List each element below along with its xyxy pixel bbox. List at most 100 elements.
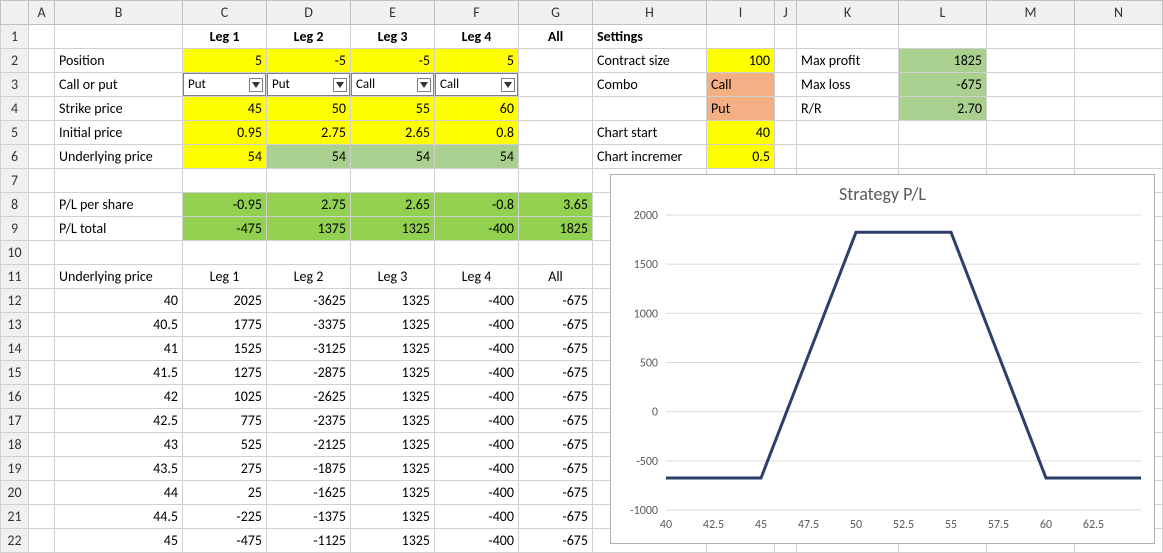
row-header-14[interactable]: 14 [1, 337, 29, 361]
row-header-5[interactable]: 5 [1, 121, 29, 145]
col-header-K[interactable]: K [797, 1, 899, 25]
cell-B10[interactable] [55, 241, 183, 265]
cell-A15[interactable] [29, 361, 55, 385]
cell-A2[interactable] [29, 49, 55, 73]
cell-D12[interactable]: -3625 [267, 289, 351, 313]
col-header-L[interactable]: L [899, 1, 987, 25]
cell-K6[interactable] [797, 145, 899, 169]
cell-J3[interactable] [775, 73, 797, 97]
cell-D22[interactable]: -1125 [267, 529, 351, 553]
cell-F19[interactable]: -400 [435, 457, 519, 481]
cell-L5[interactable] [899, 121, 987, 145]
cell-A10[interactable] [29, 241, 55, 265]
cell-E1[interactable]: Leg 3 [351, 25, 435, 49]
cell-D7[interactable] [267, 169, 351, 193]
cell-A12[interactable] [29, 289, 55, 313]
cell-G6[interactable] [519, 145, 593, 169]
cell-F15[interactable]: -400 [435, 361, 519, 385]
cell-M3[interactable] [987, 73, 1075, 97]
cell-D4[interactable]: 50 [267, 97, 351, 121]
cell-C18[interactable]: 525 [183, 433, 267, 457]
cell-E4[interactable]: 55 [351, 97, 435, 121]
col-header-B[interactable]: B [55, 1, 183, 25]
cell-B12[interactable]: 40 [55, 289, 183, 313]
cell-E5[interactable]: 2.65 [351, 121, 435, 145]
cell-B18[interactable]: 43 [55, 433, 183, 457]
select-all-corner[interactable] [1, 1, 29, 25]
dropdown-F3[interactable]: Call [435, 73, 518, 96]
cell-G21[interactable]: -675 [519, 505, 593, 529]
cell-L3[interactable]: -675 [899, 73, 987, 97]
cell-M5[interactable] [987, 121, 1075, 145]
cell-F10[interactable] [435, 241, 519, 265]
cell-E11[interactable]: Leg 3 [351, 265, 435, 289]
chevron-down-icon[interactable] [333, 78, 347, 92]
cell-A19[interactable] [29, 457, 55, 481]
cell-G3[interactable] [519, 73, 593, 97]
cell-C7[interactable] [183, 169, 267, 193]
col-header-H[interactable]: H [593, 1, 707, 25]
cell-B14[interactable]: 41 [55, 337, 183, 361]
cell-M6[interactable] [987, 145, 1075, 169]
cell-J4[interactable] [775, 97, 797, 121]
cell-G16[interactable]: -675 [519, 385, 593, 409]
cell-I3[interactable]: Call [707, 73, 775, 97]
row-header-22[interactable]: 22 [1, 529, 29, 553]
cell-N1[interactable] [1075, 25, 1163, 49]
cell-C2[interactable]: 5 [183, 49, 267, 73]
cell-D8[interactable]: 2.75 [267, 193, 351, 217]
cell-C16[interactable]: 1025 [183, 385, 267, 409]
cell-D21[interactable]: -1375 [267, 505, 351, 529]
cell-J5[interactable] [775, 121, 797, 145]
cell-C15[interactable]: 1275 [183, 361, 267, 385]
chevron-down-icon[interactable] [417, 78, 431, 92]
cell-F1[interactable]: Leg 4 [435, 25, 519, 49]
cell-F18[interactable]: -400 [435, 433, 519, 457]
cell-G9[interactable]: 1825 [519, 217, 593, 241]
cell-G13[interactable]: -675 [519, 313, 593, 337]
row-header-17[interactable]: 17 [1, 409, 29, 433]
row-header-4[interactable]: 4 [1, 97, 29, 121]
cell-B11[interactable]: Underlying price [55, 265, 183, 289]
col-header-D[interactable]: D [267, 1, 351, 25]
cell-F17[interactable]: -400 [435, 409, 519, 433]
cell-A20[interactable] [29, 481, 55, 505]
cell-F4[interactable]: 60 [435, 97, 519, 121]
cell-D3[interactable]: Put [267, 73, 351, 97]
cell-B7[interactable] [55, 169, 183, 193]
chevron-down-icon[interactable] [501, 78, 515, 92]
row-header-19[interactable]: 19 [1, 457, 29, 481]
col-header-N[interactable]: N [1075, 1, 1163, 25]
cell-F12[interactable]: -400 [435, 289, 519, 313]
cell-D5[interactable]: 2.75 [267, 121, 351, 145]
col-header-J[interactable]: J [775, 1, 797, 25]
cell-L2[interactable]: 1825 [899, 49, 987, 73]
cell-K2[interactable]: Max profit [797, 49, 899, 73]
dropdown-D3[interactable]: Put [267, 73, 350, 96]
col-header-A[interactable]: A [29, 1, 55, 25]
cell-M2[interactable] [987, 49, 1075, 73]
row-header-20[interactable]: 20 [1, 481, 29, 505]
cell-A17[interactable] [29, 409, 55, 433]
cell-C21[interactable]: -225 [183, 505, 267, 529]
cell-G15[interactable]: -675 [519, 361, 593, 385]
cell-G1[interactable]: All [519, 25, 593, 49]
cell-D15[interactable]: -2875 [267, 361, 351, 385]
cell-C20[interactable]: 25 [183, 481, 267, 505]
cell-E8[interactable]: 2.65 [351, 193, 435, 217]
cell-A9[interactable] [29, 217, 55, 241]
cell-B17[interactable]: 42.5 [55, 409, 183, 433]
cell-E19[interactable]: 1325 [351, 457, 435, 481]
cell-B1[interactable] [55, 25, 183, 49]
cell-G17[interactable]: -675 [519, 409, 593, 433]
cell-K1[interactable] [797, 25, 899, 49]
cell-F11[interactable]: Leg 4 [435, 265, 519, 289]
chevron-down-icon[interactable] [249, 78, 263, 92]
cell-C19[interactable]: 275 [183, 457, 267, 481]
cell-A18[interactable] [29, 433, 55, 457]
cell-A22[interactable] [29, 529, 55, 553]
dropdown-E3[interactable]: Call [351, 73, 434, 96]
cell-L4[interactable]: 2.70 [899, 97, 987, 121]
cell-D20[interactable]: -1625 [267, 481, 351, 505]
cell-D19[interactable]: -1875 [267, 457, 351, 481]
